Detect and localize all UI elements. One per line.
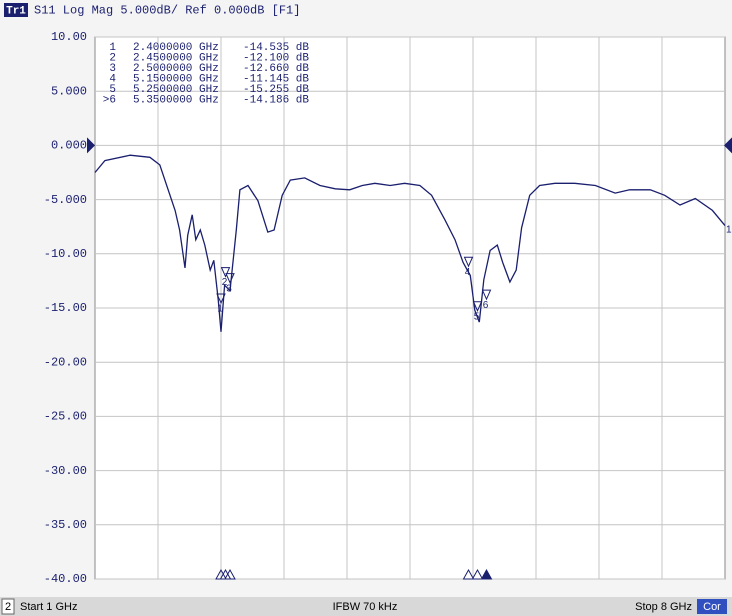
marker-label: 1: [217, 304, 223, 315]
y-tick-label: -5.000: [44, 193, 87, 207]
y-tick-label: -30.00: [44, 464, 87, 478]
y-tick-label: -20.00: [44, 355, 87, 369]
trace-label: 1: [726, 224, 732, 235]
y-tick-label: -40.00: [44, 572, 87, 586]
marker-table-value: -12.100 dB: [243, 52, 309, 64]
marker: [472, 301, 483, 312]
trace: [94, 154, 726, 332]
marker: [216, 293, 226, 305]
marker: [481, 289, 492, 301]
y-tick-label: -25.00: [44, 410, 87, 424]
channel-box: [1, 598, 15, 615]
marker-table-freq: 5.2500000 GHz: [133, 84, 219, 96]
marker-table-freq: 5.1500000 GHz: [133, 73, 219, 85]
marker-table-freq: 2.4000000 GHz: [133, 42, 219, 54]
channel: 2: [5, 601, 11, 613]
marker-table-id: 2: [109, 52, 116, 64]
marker-label: 3: [226, 283, 232, 294]
marker-table-value: -14.186 dB: [243, 94, 309, 106]
y-tick-label: 0.000: [51, 139, 87, 153]
marker-label: 2: [222, 277, 228, 288]
ref-arrow-right: [724, 137, 732, 154]
stimulus-marker: [471, 568, 484, 580]
stimulus-marker: [462, 568, 475, 580]
marker: [463, 256, 474, 268]
ref-arrow-left: [87, 137, 95, 154]
marker-table-value: -11.145 dB: [243, 73, 309, 85]
marker-table-id: 3: [109, 63, 116, 75]
marker-table-id: >6: [103, 94, 116, 106]
marker-label: 5: [474, 311, 480, 322]
marker-table-id: 1: [109, 42, 116, 54]
cor-box: [697, 599, 727, 614]
chart-title: S11 Log Mag 5.000dB/ Ref 0.000dB [F1]: [34, 4, 300, 18]
y-tick-label: -10.00: [44, 247, 87, 261]
stimulus-marker: [224, 568, 236, 580]
stimulus-marker: [480, 568, 493, 580]
marker: [220, 267, 231, 278]
marker-table-value: -15.255 dB: [243, 84, 309, 96]
y-tick-label: 10.00: [51, 30, 87, 44]
status-bar: [0, 597, 732, 616]
marker-label: 4: [465, 267, 471, 278]
trace-tag: Tr1: [6, 5, 26, 17]
start-freq: Start 1 GHz: [20, 601, 77, 613]
marker-table-value: -12.660 dB: [243, 63, 309, 75]
marker-table-freq: 5.3500000 GHz: [133, 94, 219, 106]
marker: [225, 273, 235, 284]
ifbw: IFBW 70 kHz: [333, 601, 398, 613]
marker-table-freq: 2.5000000 GHz: [133, 63, 219, 75]
marker-table-id: 4: [109, 73, 116, 85]
trace-tag-box: [4, 3, 28, 17]
marker-table-id: 5: [109, 84, 116, 96]
y-tick-label: 5.000: [51, 84, 87, 98]
marker-label: 6: [483, 300, 489, 311]
cor: Cor: [703, 601, 721, 613]
y-tick-label: -15.00: [44, 301, 87, 315]
marker-table-value: -14.535 dB: [243, 42, 309, 54]
stop-freq: Stop 8 GHz: [635, 601, 692, 613]
marker-table-freq: 2.4500000 GHz: [133, 52, 219, 64]
y-tick-label: -35.00: [44, 518, 87, 532]
